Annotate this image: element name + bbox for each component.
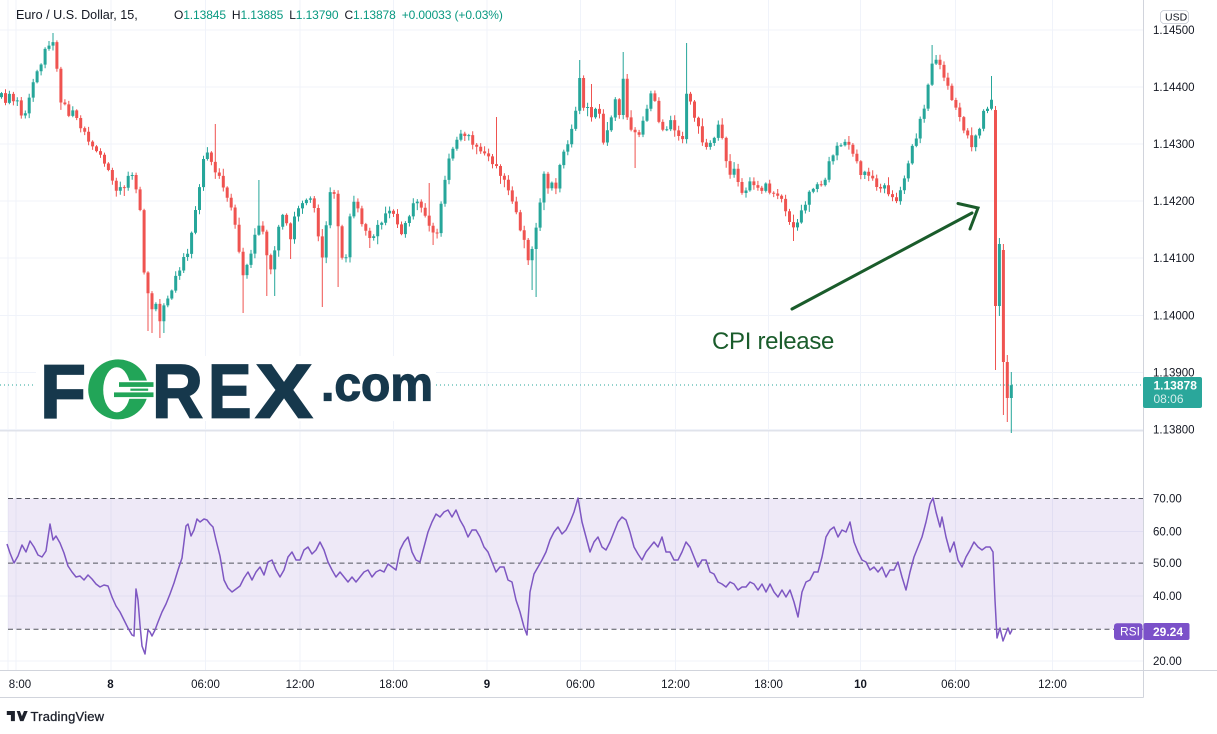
svg-text:10: 10	[854, 679, 867, 691]
svg-text:40.00: 40.00	[1153, 591, 1182, 603]
svg-text:1.13800: 1.13800	[1153, 424, 1195, 436]
svg-text:F: F	[40, 350, 86, 435]
svg-text:1.14200: 1.14200	[1153, 196, 1195, 208]
svg-text:TradingView: TradingView	[31, 709, 105, 724]
svg-text:CPI release: CPI release	[712, 328, 834, 355]
svg-text:RSI: RSI	[1120, 625, 1140, 639]
svg-text:R: R	[152, 350, 203, 435]
svg-text:18:00: 18:00	[754, 679, 783, 691]
svg-text:.com: .com	[321, 359, 433, 412]
svg-text:50.00: 50.00	[1153, 558, 1182, 570]
svg-text:20.00: 20.00	[1153, 656, 1182, 668]
svg-text:12:00: 12:00	[286, 679, 315, 691]
svg-text:29.24: 29.24	[1153, 625, 1183, 639]
svg-text:1.14300: 1.14300	[1153, 139, 1195, 151]
svg-text:X: X	[256, 350, 313, 435]
svg-text:8: 8	[107, 679, 114, 691]
svg-text:1.14500: 1.14500	[1153, 25, 1195, 37]
svg-text:USD: USD	[1165, 12, 1188, 24]
svg-text:06:00: 06:00	[191, 679, 220, 691]
svg-text:8:00: 8:00	[9, 679, 31, 691]
svg-text:12:00: 12:00	[1038, 679, 1067, 691]
svg-text:E: E	[208, 350, 252, 435]
svg-text:08:06: 08:06	[1154, 392, 1184, 406]
svg-text:70.00: 70.00	[1153, 494, 1182, 506]
svg-text:Euro / U.S. Dollar, 15,: Euro / U.S. Dollar, 15,	[16, 8, 138, 22]
svg-text:12:00: 12:00	[661, 679, 690, 691]
svg-text:1.13900: 1.13900	[1153, 367, 1195, 379]
svg-text:1.14100: 1.14100	[1153, 253, 1195, 265]
svg-text:1.13878: 1.13878	[1154, 379, 1198, 393]
svg-text:60.00: 60.00	[1153, 526, 1182, 538]
svg-text:18:00: 18:00	[379, 679, 408, 691]
svg-text:1.14400: 1.14400	[1153, 82, 1195, 94]
svg-text:9: 9	[484, 679, 490, 691]
svg-text:06:00: 06:00	[941, 679, 970, 691]
svg-text:06:00: 06:00	[566, 679, 595, 691]
svg-text:1.14000: 1.14000	[1153, 310, 1195, 322]
